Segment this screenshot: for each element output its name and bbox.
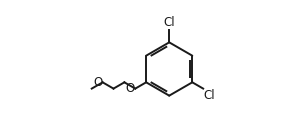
Text: O: O	[126, 82, 135, 95]
Text: O: O	[93, 76, 102, 89]
Text: Cl: Cl	[204, 89, 215, 102]
Text: Cl: Cl	[164, 16, 175, 29]
